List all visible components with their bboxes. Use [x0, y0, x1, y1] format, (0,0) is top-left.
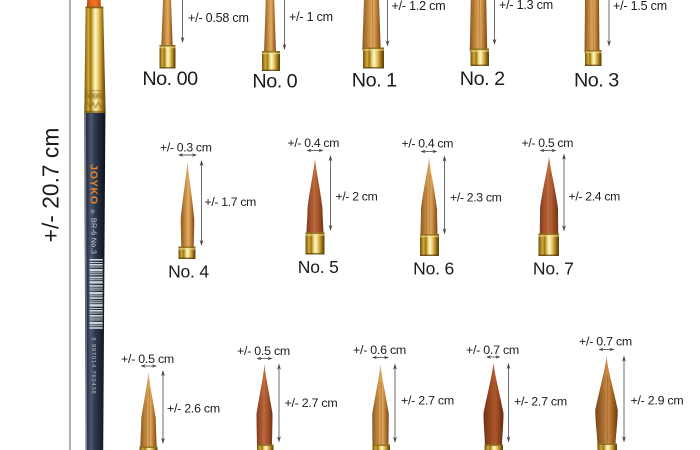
svg-text:+/- 2.7 cm: +/- 2.7 cm — [514, 395, 567, 409]
svg-text:No. 2: No. 2 — [460, 68, 505, 90]
svg-text:No. 0: No. 0 — [252, 71, 297, 93]
svg-text:No. 6: No. 6 — [413, 259, 454, 279]
svg-text:+/- 0.3 cm: +/- 0.3 cm — [160, 141, 212, 155]
svg-text:+/- 1.7 cm: +/- 1.7 cm — [205, 195, 257, 209]
svg-text:+/- 2 cm: +/- 2 cm — [336, 190, 378, 204]
svg-text:+/- 0.4 cm: +/- 0.4 cm — [288, 136, 340, 150]
svg-text:+/- 1.5 cm: +/- 1.5 cm — [613, 0, 667, 13]
svg-text:+/- 0.7 cm: +/- 0.7 cm — [579, 335, 632, 349]
svg-text:No. 7: No. 7 — [533, 259, 574, 279]
svg-text:+/- 20.7 cm: +/- 20.7 cm — [38, 128, 64, 243]
svg-text:+/- 0.5 cm: +/- 0.5 cm — [237, 344, 290, 358]
svg-text:+/- 1 cm: +/- 1 cm — [289, 10, 333, 24]
svg-text:8 997014 760438: 8 997014 760438 — [90, 337, 96, 394]
svg-text:No. 5: No. 5 — [298, 257, 339, 277]
svg-text:No. 00: No. 00 — [142, 68, 198, 90]
svg-text:BR-6 No.3: BR-6 No.3 — [90, 218, 99, 254]
svg-text:+/- 2.9 cm: +/- 2.9 cm — [631, 393, 684, 407]
svg-text:+/- 1.2 cm: +/- 1.2 cm — [392, 0, 446, 13]
svg-text:+/- 2.3 cm: +/- 2.3 cm — [450, 191, 502, 205]
svg-text:+/- 0.4 cm: +/- 0.4 cm — [402, 137, 454, 151]
svg-text:No. 3: No. 3 — [574, 69, 619, 91]
svg-text:+/- 2.7 cm: +/- 2.7 cm — [401, 394, 454, 408]
svg-text:+/- 1.3 cm: +/- 1.3 cm — [499, 0, 553, 12]
svg-text:+/- 0.6 cm: +/- 0.6 cm — [353, 343, 406, 357]
svg-text:®: ® — [89, 209, 96, 213]
svg-text:+/- 0.5 cm: +/- 0.5 cm — [522, 136, 574, 150]
svg-text:+/- 0.7 cm: +/- 0.7 cm — [466, 343, 519, 357]
svg-text:JOYKO: JOYKO — [88, 164, 100, 205]
svg-text:No. 4: No. 4 — [168, 261, 209, 281]
svg-text:+/- 2.7 cm: +/- 2.7 cm — [285, 396, 338, 410]
svg-text:+/- 0.58 cm: +/- 0.58 cm — [188, 11, 249, 25]
svg-text:+/- 2.6 cm: +/- 2.6 cm — [167, 402, 220, 416]
svg-text:+/- 0.5 cm: +/- 0.5 cm — [121, 352, 174, 366]
svg-text:+/- 2.4 cm: +/- 2.4 cm — [569, 190, 621, 204]
svg-text:No. 1: No. 1 — [352, 69, 397, 91]
